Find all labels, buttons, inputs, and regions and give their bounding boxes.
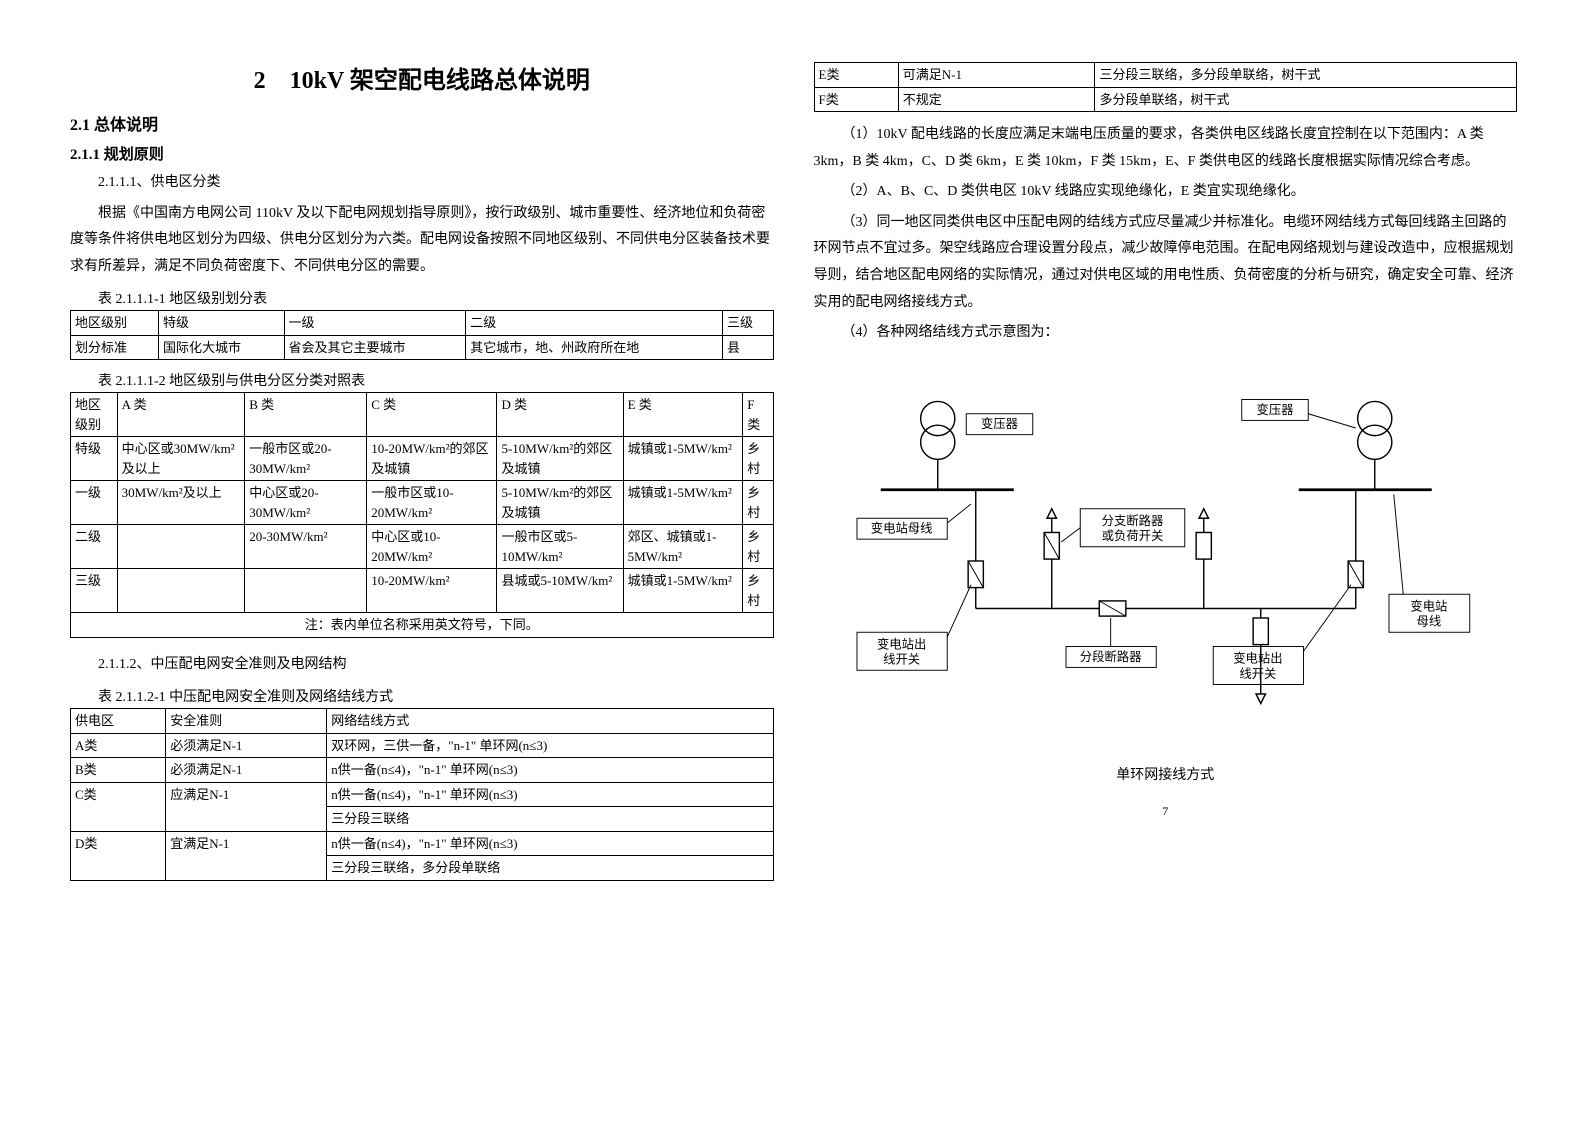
label-section-breaker: 分段断路器 [1079, 649, 1141, 664]
table-row: 三级 10-20MW/km² 县城或5-10MW/km² 城镇或1-5MW/km… [71, 569, 774, 613]
page-number: 7 [814, 804, 1518, 819]
left-column: 2 10kV 架空配电线路总体说明 2.1 总体说明 2.1.1 规划原则 2.… [70, 60, 774, 1062]
svg-text:变电站出: 变电站出 [1233, 650, 1282, 665]
table-row: D类 宜满足N-1 n供一备(n≤4)，"n-1" 单环网(n≤3) [71, 831, 774, 856]
diagram-caption: 单环网接线方式 [814, 764, 1518, 784]
table-row: C类 应满足N-1 n供一备(n≤4)，"n-1" 单环网(n≤3) [71, 782, 774, 807]
label-branch-breaker: 分支断路器 [1101, 513, 1163, 528]
label-transformer: 变压器 [980, 416, 1017, 431]
paragraph: （3）同一地区同类供电区中压配电网的结线方式应尽量减少并标准化。电缆环网结线方式… [814, 210, 1518, 316]
subsection-label: 2.1.1.2、中压配电网安全准则及电网结构 [70, 652, 774, 679]
table-caption: 表 2.1.1.1-1 地区级别划分表 [70, 288, 774, 308]
table-row: 特级 中心区或30MW/km²及以上 一般市区或20-30MW/km² 10-2… [71, 437, 774, 481]
svg-text:线开关: 线开关 [1239, 667, 1276, 681]
paragraph: （1）10kV 配电线路的长度应满足末端电压质量的要求，各类供电区线路长度宜控制… [814, 122, 1518, 175]
section-2-1: 2.1 总体说明 [70, 111, 774, 135]
table-row: 地区级别 A 类 B 类 C 类 D 类 E 类 F 类 [71, 393, 774, 437]
subsection-label: 2.1.1.1、供电区分类 [70, 170, 774, 197]
table-row: 地区级别 特级 一级 二级 三级 [71, 311, 774, 336]
svg-text:变电站: 变电站 [1410, 598, 1447, 613]
table-safety-criteria: 供电区 安全准则 网络结线方式 A类 必须满足N-1 双环网，三供一备，"n-1… [70, 708, 774, 881]
table-row: 划分标准 国际化大城市 省会及其它主要城市 其它城市，地、州政府所在地 县 [71, 335, 774, 360]
table-caption: 表 2.1.1.2-1 中压配电网安全准则及网络结线方式 [70, 686, 774, 706]
label-transformer-r: 变压器 [1256, 402, 1293, 417]
table-row: 供电区 安全准则 网络结线方式 [71, 709, 774, 734]
transformer-left-icon [920, 401, 954, 489]
table-row: 二级 20-30MW/km² 中心区或10-20MW/km² 一般市区或5-10… [71, 525, 774, 569]
table-row: E类 可满足N-1 三分段三联络，多分段单联络，树干式 [814, 63, 1517, 88]
table-row: 注：表内单位名称采用英文符号，下同。 [71, 613, 774, 638]
paragraph: （4）各种网络结线方式示意图为： [814, 320, 1518, 347]
paragraph: （2）A、B、C、D 类供电区 10kV 线路应实现绝缘化，E 类宜实现绝缘化。 [814, 179, 1518, 206]
label-busbar: 变电站母线 [870, 520, 932, 535]
section-2-1-1: 2.1.1 规划原则 [70, 143, 774, 164]
table-row: B类 必须满足N-1 n供一备(n≤4)，"n-1" 单环网(n≤3) [71, 758, 774, 783]
label-outgoing: 变电站出 [876, 636, 925, 651]
ring-network-diagram: 变压器 变电站母线 变电站出 线开关 分段断路器 分支断路器 或负荷开关 [814, 371, 1518, 751]
table-caption: 表 2.1.1.1-2 地区级别与供电分区分类对照表 [70, 370, 774, 390]
table-region-level: 地区级别 特级 一级 二级 三级 划分标准 国际化大城市 省会及其它主要城市 其… [70, 310, 774, 360]
svg-text:母线: 母线 [1416, 614, 1441, 628]
paragraph: 根据《中国南方电网公司 110kV 及以下配电网规划指导原则》，按行政级别、城市… [70, 201, 774, 281]
svg-text:或负荷开关: 或负荷开关 [1101, 529, 1163, 543]
table-row: A类 必须满足N-1 双环网，三供一备，"n-1" 单环网(n≤3) [71, 733, 774, 758]
table-safety-criteria-cont: E类 可满足N-1 三分段三联络，多分段单联络，树干式 F类 不规定 多分段单联… [814, 62, 1518, 112]
table-row: F类 不规定 多分段单联络，树干式 [814, 87, 1517, 112]
table-row: 一级 30MW/km²及以上 中心区或20-30MW/km² 一般市区或10-2… [71, 481, 774, 525]
svg-text:线开关: 线开关 [883, 652, 920, 666]
right-column: E类 可满足N-1 三分段三联络，多分段单联络，树干式 F类 不规定 多分段单联… [814, 60, 1518, 1062]
page-title: 2 10kV 架空配电线路总体说明 [70, 60, 774, 95]
table-region-supply: 地区级别 A 类 B 类 C 类 D 类 E 类 F 类 特级 中心区或30MW… [70, 392, 774, 638]
